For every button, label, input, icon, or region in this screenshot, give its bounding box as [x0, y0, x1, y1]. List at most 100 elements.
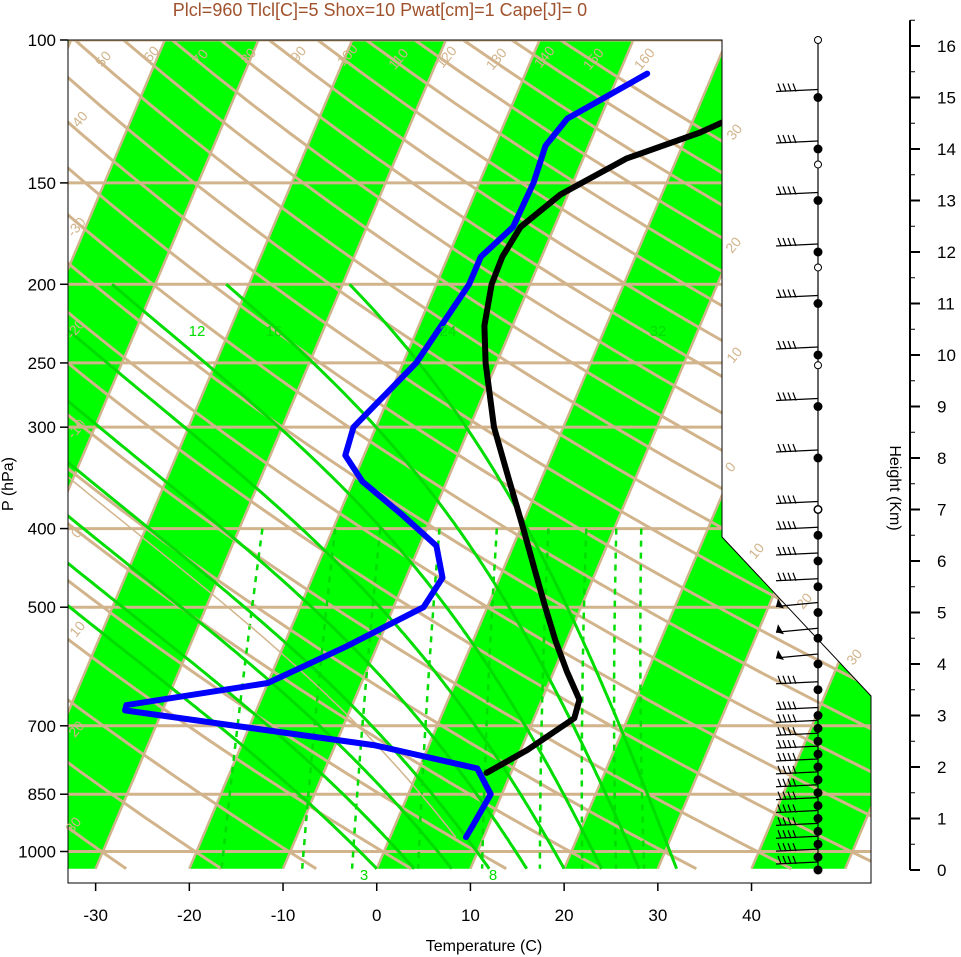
wind-level-dot	[813, 788, 823, 798]
wind-level-dot	[813, 865, 823, 875]
barb-flag	[782, 546, 787, 556]
barb-flag	[792, 289, 797, 298]
wind-level-dot	[813, 711, 823, 720]
barb-flag	[787, 778, 792, 787]
barb-flag	[777, 727, 782, 736]
wind-open-marker	[814, 361, 822, 370]
height-tick-label: 3	[937, 707, 946, 726]
wind-level-dot	[813, 350, 823, 360]
height-tick-label: 15	[937, 89, 956, 108]
band-stripe	[68, 40, 259, 869]
barb-flag	[777, 340, 782, 350]
moist-adiabat	[68, 283, 528, 870]
barb-flag	[782, 739, 787, 749]
barb-flag	[787, 791, 792, 800]
grid-label: 50	[92, 48, 114, 70]
barb-flag	[777, 791, 782, 800]
height-tick-label: 12	[937, 243, 956, 262]
grid-label: 20	[722, 234, 744, 256]
wind-level-dot	[813, 402, 823, 411]
barb-flag	[777, 443, 782, 453]
wind-barb	[775, 701, 819, 711]
barb-flag	[787, 727, 792, 736]
wind-barb	[775, 134, 819, 144]
barb-flag	[787, 443, 792, 453]
wind-barb	[775, 778, 819, 788]
barb-shaft	[775, 346, 819, 350]
pressure-tick-label: 100	[28, 31, 56, 50]
barb-flag	[787, 134, 792, 144]
barb-shaft	[775, 627, 819, 633]
barb-flag	[792, 443, 797, 453]
barb-flag	[782, 714, 787, 723]
barb-flag	[777, 521, 782, 530]
barb-flag	[787, 752, 792, 762]
barb-flag	[792, 727, 797, 736]
barb-shaft	[775, 294, 819, 299]
wind-level-dot	[813, 723, 823, 733]
barb-flag	[782, 752, 787, 762]
barb-shaft	[775, 552, 819, 556]
grid-label: 0	[722, 459, 739, 475]
barb-flag	[792, 765, 797, 775]
wind-barb	[775, 392, 819, 402]
wind-barb	[775, 624, 819, 635]
temperature-tick-label: 20	[555, 906, 574, 925]
pressure-tick-label: 300	[28, 418, 56, 437]
moist-adiabat	[111, 283, 603, 870]
wind-barb	[775, 650, 819, 660]
barb-flag	[782, 727, 787, 736]
grid-label: 90	[287, 43, 309, 65]
barb-flag	[792, 546, 797, 556]
isotherm	[375, 40, 729, 870]
wind-level-dot	[813, 93, 823, 102]
wind-level-dot	[813, 608, 823, 617]
height-tick-label: 13	[937, 192, 956, 211]
barb-shaft	[775, 758, 819, 762]
pressure-tick-label: 700	[28, 717, 56, 736]
grid-label: 10	[723, 344, 745, 366]
wind-open-marker	[814, 160, 822, 169]
height-tick-label: 0	[937, 861, 946, 880]
height-tick-label: 7	[937, 501, 946, 520]
height-tick-label: 16	[937, 37, 956, 56]
temperature-tick-label: -10	[271, 906, 296, 925]
barb-flag	[777, 739, 782, 749]
wind-barb	[775, 83, 819, 93]
wind-barb	[775, 804, 819, 814]
barb-flag	[787, 817, 792, 826]
wind-level-dot	[813, 801, 823, 811]
barb-flag	[782, 572, 787, 581]
wind-barb	[775, 714, 819, 724]
barb-flag	[782, 237, 787, 247]
barb-flag	[782, 675, 787, 684]
barb-flag	[792, 495, 797, 504]
mixing-ratio-line	[580, 528, 588, 869]
wind-barb	[775, 572, 819, 582]
barb-flag	[792, 83, 797, 92]
barb-flag	[782, 842, 787, 852]
isotherm	[750, 40, 871, 870]
barb-flag	[787, 765, 792, 775]
wind-level-dot	[813, 247, 823, 257]
height-tick-label: 4	[937, 655, 946, 674]
barb-flag	[792, 186, 797, 195]
band-stripe	[376, 40, 821, 869]
wind-level-dot	[813, 736, 823, 746]
barb-flag	[792, 701, 797, 710]
dry-adiabat	[68, 40, 223, 870]
temperature-tick-label: -30	[83, 906, 108, 925]
barb-shaft	[775, 140, 819, 144]
barb-flag	[777, 804, 782, 813]
barb-shaft	[775, 653, 819, 659]
height-tick-label: 14	[937, 140, 956, 159]
barb-shaft	[775, 719, 819, 724]
wind-level-dot	[813, 144, 823, 154]
barb-shaft	[775, 796, 819, 801]
band-stripe	[68, 40, 72, 869]
wind-barb	[775, 817, 819, 827]
barb-flag	[792, 804, 797, 813]
wind-barb	[775, 289, 819, 299]
barb-flag	[777, 778, 782, 787]
